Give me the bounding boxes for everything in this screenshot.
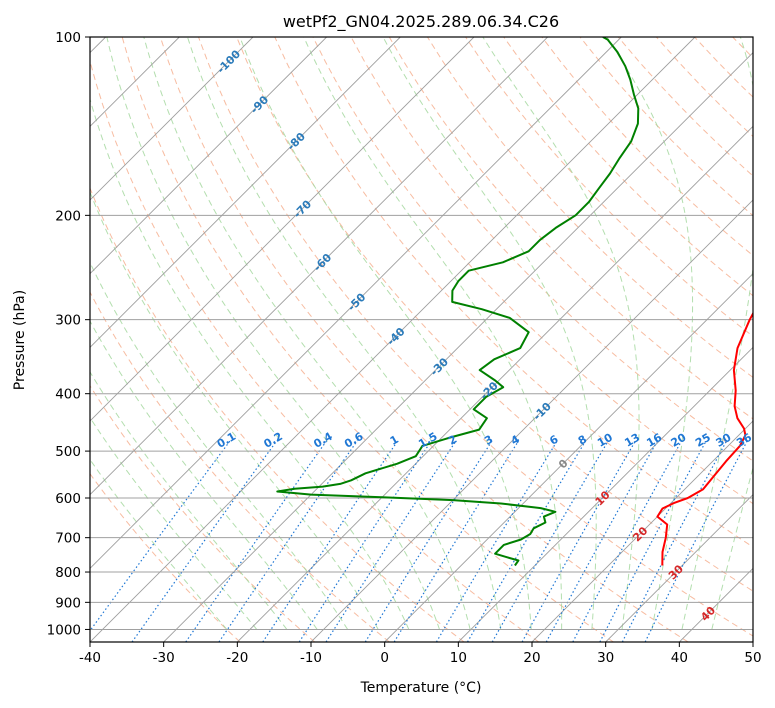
series-line-2 (276, 37, 640, 567)
dry-adiabat (274, 37, 753, 548)
moist-adiabat (187, 37, 502, 630)
y-tick-label: 400 (55, 387, 81, 403)
y-tick-label: 500 (55, 444, 81, 460)
isotherm (90, 37, 548, 496)
y-tick-label: 900 (55, 595, 81, 611)
dry-adiabat (465, 37, 753, 337)
dry-adiabat (90, 291, 390, 642)
mixing-ratio-line (572, 440, 683, 642)
isotherm (90, 37, 327, 275)
moist-adiabat (90, 320, 318, 630)
y-axis-title: Pressure (hPa) (12, 290, 28, 390)
x-tick-label: -10 (300, 650, 322, 666)
mixing-ratio-line (521, 440, 637, 642)
isotherm (605, 494, 753, 642)
isotherm (90, 37, 475, 422)
moist-adiabat (90, 371, 288, 630)
moist-adiabat (382, 37, 597, 630)
pressure-gridlines (90, 37, 753, 630)
y-axis: 1000 900 800 700 600 500 400 300 200 100 (47, 30, 90, 638)
isotherm (90, 37, 622, 569)
dry-adiabat (312, 37, 753, 505)
moist-adiabat (90, 416, 258, 630)
x-tick-label: 20 (523, 650, 540, 666)
dry-adiabat (503, 37, 753, 297)
moist-adiabat (143, 37, 471, 630)
dry-adiabat (90, 59, 540, 642)
mixing-ratio-line (644, 440, 748, 642)
x-tick-label: -20 (226, 650, 248, 666)
chart-title: wetPf2_GN04.2025.289.06.34.C26 (283, 12, 559, 32)
y-tick-label: 1000 (47, 622, 81, 638)
dry-adiabat (90, 472, 241, 642)
plot-frame (89, 36, 754, 643)
y-tick-label: 200 (55, 208, 81, 224)
dry-adiabat (350, 37, 753, 462)
mixing-ratio-line (545, 440, 659, 642)
dry-adiabat (236, 37, 753, 592)
y-tick-label: 800 (55, 565, 81, 581)
y-tick-label: 100 (55, 30, 81, 46)
moist-adiabat (90, 458, 228, 630)
dry-adiabat (388, 37, 753, 420)
mixing-ratio-line (325, 440, 457, 642)
isotherm (531, 420, 753, 642)
moist-adiabat (239, 37, 532, 630)
isotherm (90, 37, 696, 642)
mixing-ratio-line (218, 440, 358, 642)
isotherm (310, 199, 753, 642)
mixing-ratio-line (298, 440, 432, 642)
mixing-ratio-line (466, 440, 587, 642)
x-axis-title: Temperature (°C) (360, 680, 482, 696)
dry-adiabat (121, 37, 614, 642)
isotherm (384, 273, 753, 642)
mixing-ratio-line (435, 440, 558, 642)
x-tick-label: 50 (744, 650, 761, 666)
mixing-ratio-line (393, 440, 520, 642)
isotherm (163, 52, 753, 642)
moist-adiabat (606, 37, 694, 630)
dry-adiabat (426, 37, 753, 378)
isotherm (90, 37, 254, 201)
background-lines (90, 37, 753, 642)
y-tick-label: 700 (55, 531, 81, 547)
moist-adiabat (90, 261, 349, 630)
x-tick-label: 10 (450, 650, 467, 666)
isotherm (458, 346, 753, 642)
moist-adiabat (90, 97, 410, 630)
y-tick-label: 300 (55, 313, 81, 329)
moist-adiabat (711, 465, 753, 630)
x-tick-label: 30 (597, 650, 614, 666)
isotherm (237, 125, 753, 642)
y-tick-label: 600 (55, 491, 81, 507)
dry-adiabat (159, 37, 689, 642)
moist-adiabat (106, 37, 440, 630)
isotherm (90, 37, 401, 348)
x-tick-label: 40 (671, 650, 688, 666)
mixing-ratio-line (131, 440, 278, 642)
mixing-ratio-line (185, 440, 328, 642)
sounding-curves (276, 37, 753, 567)
mixing-ratio-line (90, 440, 231, 632)
x-tick-label: -40 (79, 650, 101, 666)
series-line-1 (656, 311, 753, 566)
mixing-ratio-line (262, 440, 399, 642)
x-tick-label: -30 (153, 650, 175, 666)
x-tick-label: 0 (380, 650, 389, 666)
moist-adiabat (303, 37, 563, 630)
dry-adiabat (90, 384, 316, 642)
mixing-ratio-line (364, 440, 493, 642)
dry-adiabat (90, 186, 465, 642)
x-axis: -40 -30 -20 -10 0 10 20 30 40 50 (79, 642, 762, 666)
